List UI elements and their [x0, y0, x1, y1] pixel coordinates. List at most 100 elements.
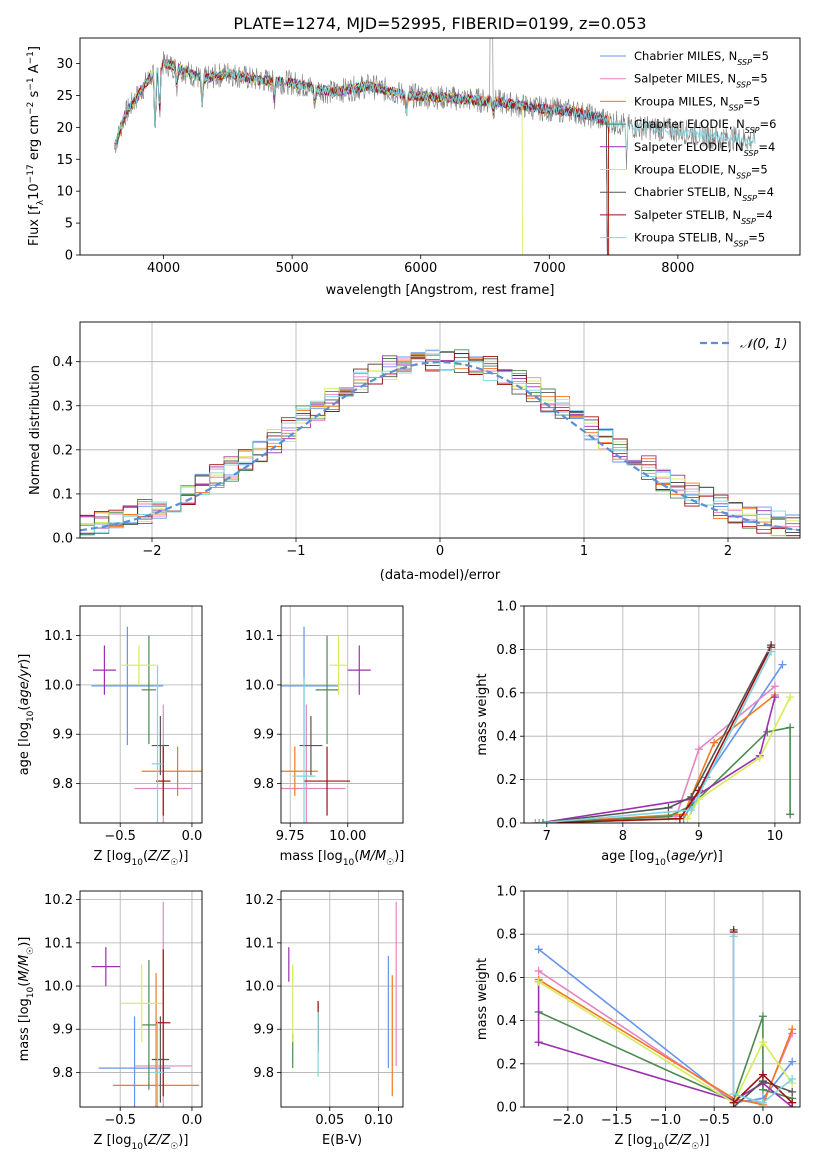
weight-marker: [788, 1098, 797, 1107]
y-tick-label: 10.1: [245, 629, 274, 644]
weight_vs_age-frame: [523, 605, 801, 824]
weight-line: [539, 694, 776, 823]
y-tick-label: 9.8: [52, 777, 73, 792]
weight-marker: [758, 1070, 767, 1079]
age_vs_Z-axes: −0.5 0.0 9.8 9.9 10.0 10.1 Z [log10(Z/Z☉)] age …: [17, 605, 203, 868]
errorbar-point: [156, 949, 171, 1097]
weight-line: [538, 948, 793, 1104]
weight-marker: [683, 814, 692, 823]
y-tick-label: 10.1: [44, 629, 73, 644]
weight-marker: [531, 819, 540, 823]
x-tick-label: −0.5: [698, 1113, 730, 1128]
errorbar-point: [292, 677, 316, 823]
x-tick-label: 0.0: [182, 1113, 203, 1128]
x-tick-label: 7: [543, 829, 551, 844]
weight-marker: [729, 1098, 738, 1107]
y-tick-label: 5: [65, 217, 73, 232]
y-tick-label: 1.0: [496, 600, 517, 615]
weight-marker: [534, 977, 543, 986]
y-tick-label: 0.0: [496, 1101, 517, 1116]
model-spectrum-line: [114, 59, 755, 149]
x-axis-label: wavelength [Angstrom, rest frame]: [326, 283, 555, 298]
y-tick-label: 10.0: [245, 980, 274, 995]
weight-marker: [755, 753, 764, 762]
mass_vs_Z-axes: −0.5 0.0 9.8 9.9 10.0 10.1 10.2 Z [log10(Z/Z☉)]…: [17, 890, 203, 1152]
weight-marker: [786, 693, 795, 702]
residual-histogram: [80, 353, 800, 533]
y-tick-label: 0.8: [496, 928, 517, 943]
weight-marker: [786, 723, 795, 732]
y-axis-label: Normed distribution: [28, 365, 43, 495]
residuals-plot-area: [80, 348, 800, 537]
x-tick-label: −0.5: [104, 1113, 136, 1128]
age_vs_Z-plot-area: [91, 626, 202, 823]
weight-line: [538, 978, 793, 1106]
x-tick-label: 8000: [661, 261, 694, 276]
x-tick-label: 2: [724, 544, 732, 559]
weight-line: [539, 646, 772, 823]
y-tick-label: 1.0: [496, 885, 517, 900]
errorbar-point: [151, 715, 169, 776]
legend-label: Chabrier MILES, NSSP=5: [634, 49, 769, 67]
y-tick-label: 9.9: [253, 1023, 274, 1038]
y-tick-label: 0.6: [496, 971, 517, 986]
y-tick-label: 0.8: [496, 643, 517, 658]
x-axis-label: E(B-V): [322, 1133, 362, 1148]
weight_vs_Z-plot-area: [534, 925, 797, 1107]
mass_vs_ebv-grid: [281, 891, 403, 1107]
mass_vs_ebv-plot-area: [288, 901, 397, 1097]
errorbar-point: [281, 746, 318, 796]
x-tick-label: 0.10: [364, 1113, 393, 1128]
y-tick-label: 10.0: [44, 980, 73, 995]
spectrum-legend: Chabrier MILES, NSSP=5 Salpeter MILES, NS…: [600, 49, 776, 248]
x-axis-label: Z [log10(Z/Z☉)]: [94, 1133, 189, 1152]
weight-marker: [767, 647, 776, 656]
x-tick-label: −2: [142, 544, 161, 559]
errorbar-point: [315, 635, 339, 745]
x-tick-label: 8: [619, 829, 627, 844]
y-tick-label: 9.8: [253, 1066, 274, 1081]
errorbar-point: [151, 1016, 169, 1103]
weight-marker: [710, 738, 719, 747]
y-tick-label: 9.8: [52, 1066, 73, 1081]
x-tick-label: −0.5: [104, 829, 136, 844]
weight-marker: [534, 966, 543, 975]
errorbar-point: [151, 1020, 164, 1107]
legend-label: Salpeter MILES, NSSP=5: [634, 72, 768, 90]
errorbar-point: [121, 645, 157, 685]
weight-marker: [778, 660, 787, 669]
weight-marker: [534, 945, 543, 954]
figure-title: PLATE=1274, MJD=52995, FIBERID=0199, z=0…: [233, 14, 646, 33]
age_vs_mass-axes: 9.75 10.00 9.8 9.9 10.0 10.1 mass [log10(M/M☉)…: [245, 605, 404, 868]
x-tick-label: 0.0: [753, 1113, 774, 1128]
weight-marker: [758, 1012, 767, 1021]
mass_vs_Z-grid: [80, 891, 202, 1107]
spectrum-frame: [79, 37, 801, 256]
weight-marker: [675, 814, 684, 823]
weight-marker: [694, 745, 703, 754]
mass_vs_Z-plot-area: [91, 901, 200, 1107]
age_vs_mass-frame: [280, 605, 404, 824]
y-tick-label: 0.0: [52, 532, 73, 547]
weight_vs_Z-axes: −2.0 −1.5 −1.0 −0.5 0.0 0.0 0.2 0.4 0.6 0.8 1.0 Z […: [475, 885, 801, 1152]
weight-marker: [758, 1098, 767, 1107]
y-tick-label: 15: [56, 153, 73, 168]
weight-marker: [535, 819, 544, 823]
x-tick-label: −1: [286, 544, 305, 559]
y-tick-label: 0: [65, 249, 73, 264]
weight-marker: [770, 682, 779, 691]
y-axis-label: mass weight: [475, 673, 490, 755]
legend-label: Kroupa STELIB, NSSP=5: [634, 231, 765, 249]
y-tick-label: 10.0: [44, 678, 73, 693]
errorbar-point: [91, 626, 164, 746]
y-tick-label: 10.2: [44, 893, 73, 908]
weight-marker: [788, 1057, 797, 1066]
x-tick-label: −1.5: [601, 1113, 633, 1128]
errorbar-point: [91, 947, 121, 987]
y-tick-label: 0.3: [52, 399, 73, 414]
y-axis-label: mass weight: [475, 958, 490, 1040]
weight-line: [542, 726, 791, 823]
spectrum-plot-area: [114, 38, 756, 255]
x-tick-label: 4000: [147, 261, 180, 276]
